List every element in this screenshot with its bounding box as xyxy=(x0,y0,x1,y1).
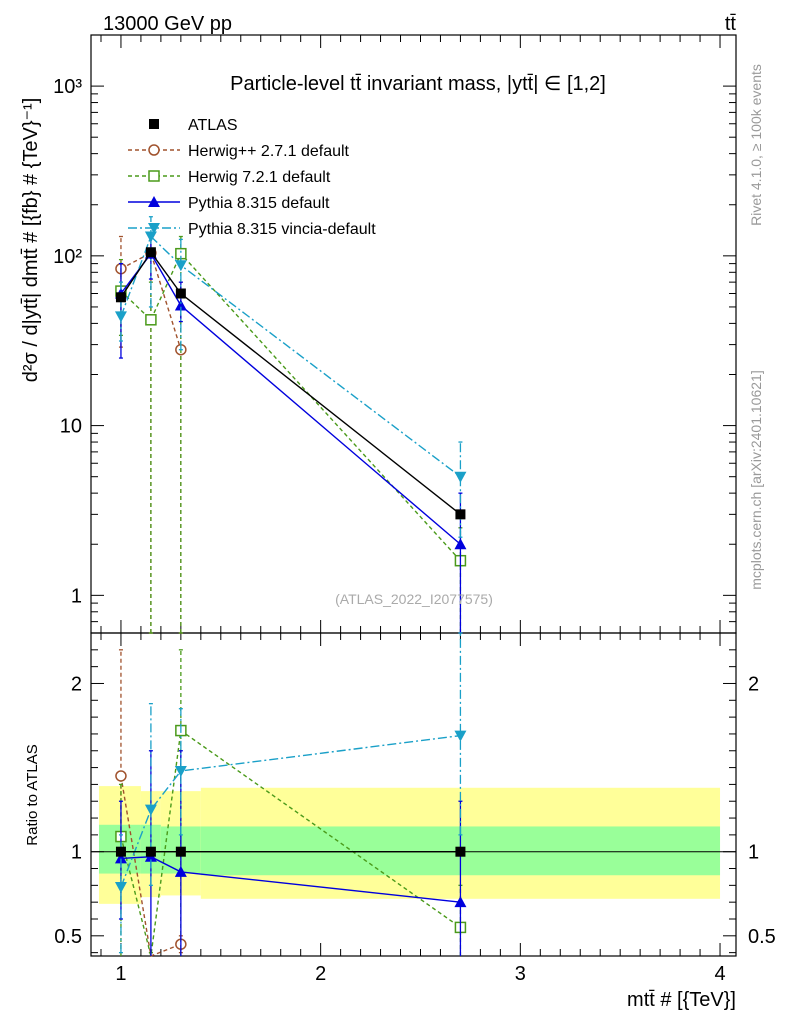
x-axis-label: mtt̄ # [{TeV}] xyxy=(627,989,736,1011)
main-line xyxy=(120,252,461,545)
x-tick-label: 3 xyxy=(515,963,526,985)
main-point xyxy=(174,260,187,272)
rivet-version-label: Rivet 4.1.0, ≥ 100k events xyxy=(748,64,764,226)
mcplots-source-label: mcplots.cern.ch [arXiv:2401.10621] xyxy=(748,370,764,589)
legend-label: Pythia 8.315 default xyxy=(188,195,330,212)
ratio-tick-label-right: 2 xyxy=(748,673,759,695)
main-line xyxy=(120,235,461,478)
legend-label: Pythia 8.315 vincia-default xyxy=(188,221,376,238)
x-tick-label: 1 xyxy=(115,963,126,985)
y-axis-label-ratio: Ratio to ATLAS xyxy=(24,744,41,845)
main-point xyxy=(115,292,126,303)
ratio-tick-label-left: 2 xyxy=(71,673,82,695)
main-point xyxy=(145,247,156,258)
legend-marker xyxy=(148,223,160,234)
y-tick-label: 10³ xyxy=(53,76,82,98)
legend-marker xyxy=(148,170,160,182)
legend-label: ATLAS xyxy=(188,117,238,134)
main-point xyxy=(174,299,187,311)
legend-label: Herwig++ 2.7.1 default xyxy=(188,143,350,160)
y-tick-label: 1 xyxy=(71,585,82,607)
ratio-line xyxy=(120,734,461,888)
main-point xyxy=(175,288,186,299)
y-tick-label: 10 xyxy=(60,416,82,438)
ratio-point xyxy=(454,730,467,742)
ratio-point xyxy=(114,852,127,864)
ratio-tick-label-left: 0.5 xyxy=(54,926,82,948)
ratio-point xyxy=(174,765,187,777)
main-point xyxy=(454,538,467,550)
ratio-point xyxy=(115,770,127,782)
header-right-label: tt̄ xyxy=(725,13,737,35)
main-series-group xyxy=(114,216,467,634)
header-left-label: 13000 GeV pp xyxy=(103,13,232,35)
main-line xyxy=(120,252,461,562)
plot-title: Particle-level tt̄ invariant mass, |ytt̄… xyxy=(230,73,606,95)
main-point xyxy=(145,314,157,326)
ratio-line xyxy=(120,729,461,957)
ratio-point xyxy=(175,846,186,857)
x-axis-ticks: 1 2 3 4 xyxy=(100,35,726,985)
ratio-point xyxy=(144,804,157,816)
ratio-point xyxy=(115,846,126,857)
main-axis-ticks: 1 10 10² 10³ xyxy=(53,34,736,634)
ratio-point xyxy=(455,846,466,857)
legend-marker xyxy=(148,196,160,207)
ratio-tick-label-right: 0.5 xyxy=(748,926,776,948)
ratio-bands xyxy=(98,786,721,904)
main-point xyxy=(454,471,467,483)
x-tick-label: 4 xyxy=(714,963,725,985)
analysis-watermark: (ATLAS_2022_I2077575) xyxy=(335,591,493,607)
main-line xyxy=(120,251,182,350)
main-point xyxy=(144,231,157,243)
legend: ATLAS Herwig++ 2.7.1 default Herwig 7.2.1 … xyxy=(128,117,376,238)
y-tick-label: 10² xyxy=(53,246,82,268)
legend-marker xyxy=(148,144,160,156)
y-axis-label-main: d²σ / d|ytt̄| dmtt̄ # [{fb} # {TeV}⁻¹] xyxy=(20,98,42,383)
ratio-panel-frame xyxy=(90,632,737,957)
ratio-axis-ticks: 0.5 0.5 1 1 2 2 xyxy=(54,649,776,954)
legend-label: Herwig 7.2.1 default xyxy=(188,169,331,186)
ratio-point xyxy=(114,882,127,894)
main-line xyxy=(120,251,461,515)
ratio-line xyxy=(120,856,461,903)
ratio-tick-label-left: 1 xyxy=(71,842,82,864)
ratio-point xyxy=(145,846,156,857)
main-point xyxy=(114,311,127,323)
ratio-point xyxy=(454,896,467,908)
main-point xyxy=(455,509,466,520)
x-tick-label: 2 xyxy=(315,963,326,985)
ratio-tick-label-right: 1 xyxy=(748,842,759,864)
ratio-series-group xyxy=(114,632,467,957)
legend-marker xyxy=(149,119,159,129)
ratio-point xyxy=(174,865,187,877)
